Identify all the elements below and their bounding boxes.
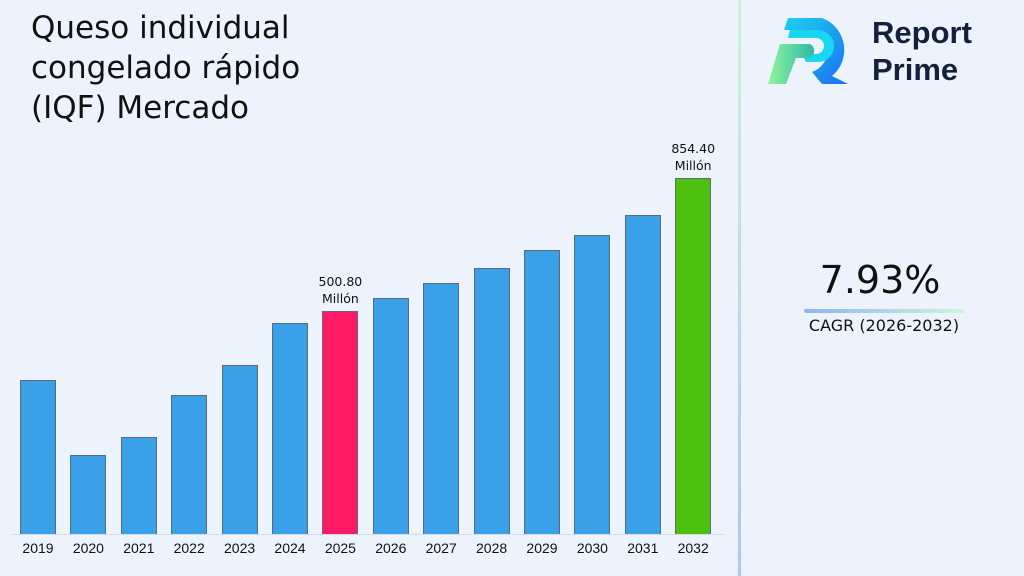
bar-2032: [675, 178, 712, 534]
x-tick-label: 2030: [576, 540, 608, 556]
report-prime-logo-icon: [768, 18, 848, 84]
bar-2020: [70, 455, 107, 534]
bar-2029: [524, 250, 560, 534]
bar-2024: [272, 323, 308, 534]
x-tick-label: 2020: [72, 540, 104, 556]
bar-2021: [120, 437, 157, 534]
brand-line-1: Report: [872, 15, 972, 50]
x-tick-label: 2023: [224, 540, 256, 556]
brand-line-2: Prime: [872, 52, 959, 87]
bar-2019: [20, 380, 56, 534]
brand-name: Report Prime: [872, 14, 972, 88]
x-tick-label: 2019: [22, 540, 54, 556]
cagr-label: CAGR (2026-2032): [808, 316, 960, 335]
bar-2022: [171, 395, 208, 534]
bar-chart: 2019 2020 2021 2022 2023 2024 2025 500.80 Millón…: [12, 141, 724, 556]
panel-divider: [738, 0, 741, 576]
bar-value-annotation: 854.40 Millón: [671, 141, 716, 173]
bar-2023: [221, 365, 258, 534]
x-tick-label: 2026: [375, 540, 407, 556]
bar-value-annotation: 500.80 Millón: [318, 274, 363, 306]
chart-title: Queso individual congelado rápido (IQF) …: [31, 10, 301, 126]
bar-2030: [574, 235, 611, 534]
x-tick-label: 2028: [476, 540, 508, 556]
x-tick-label: 2025: [324, 540, 356, 556]
x-tick-label: 2024: [274, 540, 306, 556]
x-tick-label: 2027: [425, 540, 457, 556]
x-axis-baseline: [12, 534, 724, 535]
bar-2028: [473, 268, 510, 534]
bar-2025: [322, 311, 359, 534]
x-tick-label: 2022: [173, 540, 205, 556]
bar-2031: [624, 215, 661, 534]
bar-2027: [423, 283, 460, 534]
x-tick-label: 2021: [123, 540, 155, 556]
bar-2026: [372, 298, 409, 534]
x-tick-label: 2031: [627, 540, 659, 556]
x-tick-label: 2032: [677, 540, 709, 556]
cagr-underline: [804, 309, 964, 313]
x-tick-label: 2029: [526, 540, 558, 556]
cagr-value: 7.93%: [819, 258, 941, 302]
